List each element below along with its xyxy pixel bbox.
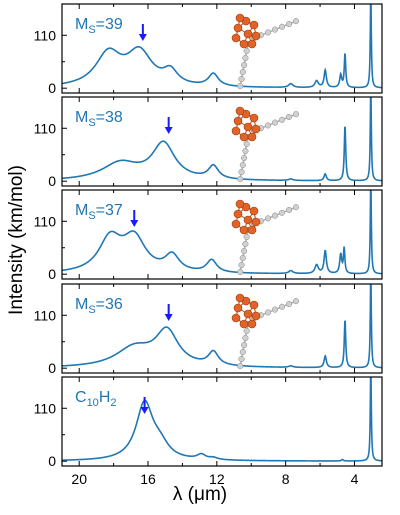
- spectrum-line-1: [62, 4, 382, 89]
- spectrum-line-5: [62, 377, 382, 462]
- peak-arrow-1: [138, 24, 147, 41]
- peak-arrow-3: [130, 210, 139, 227]
- y-tick-label: 110: [34, 213, 57, 229]
- panel-4: 0 110 MS=36: [34, 283, 383, 376]
- y-tick-label: 110: [34, 120, 57, 136]
- panel-frame: [61, 3, 383, 94]
- y-tick-label: 0: [48, 360, 56, 376]
- molecule-illustration: [231, 199, 300, 276]
- y-tick-label: 110: [34, 400, 57, 416]
- peak-arrow-5: [140, 397, 149, 414]
- y-tick-label: 110: [34, 307, 57, 323]
- x-axis-label: λ (μm): [172, 484, 228, 505]
- panel-5: 0 110 C10H2 20 16 12 8 4: [34, 376, 383, 487]
- molecule-illustration: [231, 13, 300, 90]
- spectrum-line-3: [62, 190, 382, 275]
- panel-label-5: C10H2: [75, 389, 117, 409]
- spectrum-line-2: [62, 97, 382, 182]
- y-tick-label: 0: [48, 453, 56, 469]
- panel-1: 0 110 MS=39: [34, 3, 383, 96]
- peak-arrow-2: [164, 117, 173, 134]
- panel-3: 0 110 MS=37: [34, 189, 383, 282]
- panel-frame: [61, 283, 383, 374]
- peak-arrow-4: [164, 304, 173, 321]
- molecule-illustration: [231, 106, 300, 183]
- x-tick-label: 16: [140, 471, 156, 487]
- molecule-illustration: [231, 293, 300, 370]
- y-axis-label-wrapper: Intensity (km/mol): [2, 0, 32, 480]
- panel-label-1: MS=39: [75, 16, 123, 36]
- spectrum-line-4: [62, 284, 382, 369]
- x-tick-label: 8: [282, 471, 290, 487]
- y-tick-label: 110: [34, 27, 57, 43]
- x-tick-label: 20: [71, 471, 87, 487]
- y-tick-label: 0: [48, 173, 56, 189]
- panel-2: 0 110 MS=38: [34, 96, 383, 189]
- panel-frame: [61, 376, 383, 467]
- y-tick-label: 0: [48, 80, 56, 96]
- panel-label-4: MS=36: [75, 296, 123, 316]
- x-tick-label: 4: [351, 471, 359, 487]
- x-tick-label: 12: [209, 471, 225, 487]
- panel-frame: [61, 96, 383, 187]
- panel-label-2: MS=38: [75, 109, 123, 129]
- y-tick-label: 0: [48, 266, 56, 282]
- y-axis-label: Intensity (km/mol): [6, 165, 27, 315]
- panel-frame: [61, 189, 383, 280]
- panel-label-3: MS=37: [75, 202, 123, 222]
